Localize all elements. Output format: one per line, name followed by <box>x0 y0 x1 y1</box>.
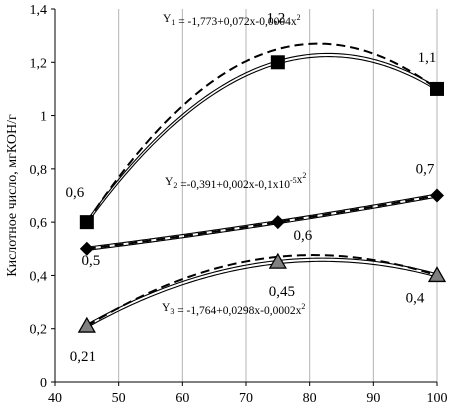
series-2-dashed-curve <box>86 194 438 250</box>
y-axis-label: Кислотное число, мгКОН/г <box>5 114 20 277</box>
y-tick-label: 1,4 <box>30 3 48 18</box>
series-3-data-label-3: 0,4 <box>406 290 425 306</box>
x-tick-label: 70 <box>239 391 253 406</box>
y-tick-label: 0,4 <box>30 269 48 284</box>
series-2-data-label-3: 0,7 <box>416 162 435 178</box>
series-1-data-label-2: 1,2 <box>266 10 285 26</box>
y-tick-label: 0,2 <box>30 323 48 338</box>
y-tick-label: 1 <box>40 110 47 125</box>
x-tick-label: 90 <box>366 391 380 406</box>
series-3-data-label-1: 0,21 <box>70 349 96 365</box>
series-2-marker-1 <box>79 241 94 256</box>
series-1-data-label-1: 0,6 <box>65 185 84 201</box>
series-2-equation: Y2 =-0,391+0,002x-0,1x10-5x2 <box>165 171 306 191</box>
axes: 0 0,2 0,4 0,6 0,8 1 1,2 1,4 40 50 60 70 80 90 100 Кисло… <box>5 3 448 406</box>
series-2-data-label-2: 0,6 <box>293 228 312 244</box>
series-1-marker-2 <box>270 55 285 70</box>
x-tick-label: 50 <box>112 391 126 406</box>
series-2-curve-upper <box>86 193 438 248</box>
x-tick-label: 80 <box>303 391 317 406</box>
series-3-marker-2 <box>268 252 287 269</box>
series-2-marker-3 <box>430 188 444 203</box>
series-3-data-label-2: 0,45 <box>269 284 295 300</box>
series-3-dashed-curve <box>86 254 438 327</box>
y-tick-label: 0,8 <box>30 163 48 178</box>
x-tick-label: 40 <box>48 391 62 406</box>
series-1-data-label-3: 1,1 <box>418 50 437 66</box>
x-tick-label: 60 <box>175 391 189 406</box>
labels: 0,6 1,2 1,1 0,5 0,6 0,7 0,21 0,45 0,4 Y1 = -1,773… <box>65 10 436 365</box>
y-tick-label: 0,6 <box>30 216 48 231</box>
series-1-marker-3 <box>430 81 444 96</box>
markers <box>77 55 447 333</box>
series-1-dashed-curve <box>85 42 438 223</box>
y-tick-label: 0 <box>40 376 47 391</box>
series-2-curve-lower <box>86 196 438 251</box>
series-1-curve-lower <box>86 56 438 225</box>
series-3-marker-1 <box>77 316 96 333</box>
curves <box>85 42 438 329</box>
y-tick-label: 1,2 <box>30 56 48 71</box>
series-3-curve-upper <box>86 257 438 325</box>
x-tick-label: 100 <box>427 391 448 406</box>
series-1-curve-upper <box>86 52 438 221</box>
series-3-curve-lower <box>86 260 438 329</box>
series-3-equation: Y3 = -1,764+0,0298x-0,0002x2 <box>162 302 305 317</box>
series-3-marker-3 <box>427 266 447 283</box>
series-1-marker-1 <box>79 215 94 230</box>
series-2-data-label-1: 0,5 <box>81 253 100 269</box>
series-2-marker-2 <box>270 215 285 230</box>
series-1-equation: Y1 = -1,773+0,072x-0,0004x2 <box>163 13 301 28</box>
